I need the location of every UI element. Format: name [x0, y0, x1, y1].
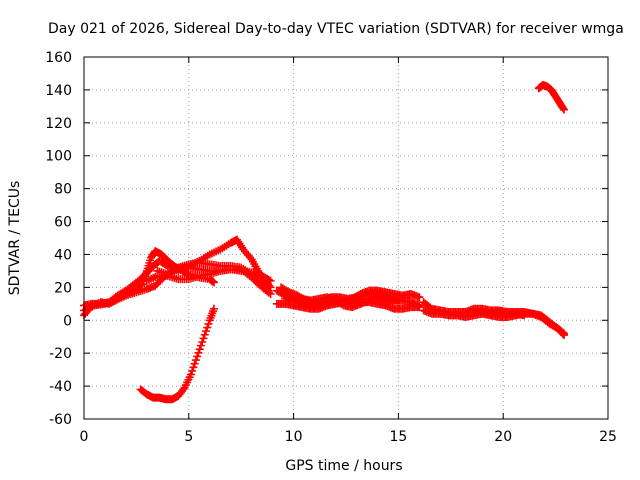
data-point: [558, 328, 567, 337]
x-tick-label: 20: [494, 429, 512, 445]
data-point: [194, 348, 203, 357]
data-point: [200, 330, 209, 339]
data-point: [196, 341, 205, 350]
y-tick-label: 120: [45, 116, 72, 132]
y-tick-label: 40: [54, 247, 72, 263]
series-track-e: [142, 265, 275, 298]
series-track-n: [534, 80, 568, 114]
series-track-j: [281, 293, 424, 312]
y-tick-label: -20: [49, 346, 72, 362]
data-point: [204, 319, 213, 328]
data-point: [209, 278, 218, 287]
data-point: [191, 356, 200, 365]
grid: [84, 57, 608, 419]
y-axis-label: SDTVAR / TECUs: [7, 181, 23, 296]
data-point: [193, 352, 202, 361]
data-point: [195, 345, 204, 354]
data-point: [520, 311, 529, 320]
data-point: [186, 370, 195, 379]
x-tick-label: 15: [389, 429, 407, 445]
data-point: [198, 337, 207, 346]
series-track-m: [469, 308, 529, 320]
y-tick-label: 0: [63, 313, 72, 329]
y-tick-label: 100: [45, 149, 72, 165]
data-point: [199, 334, 208, 343]
chart-title: Day 021 of 2026, Sidereal Day-to-day VTE…: [48, 21, 624, 37]
y-tick-label: 20: [54, 280, 72, 296]
data-point: [264, 288, 273, 297]
series-track-l: [419, 306, 568, 338]
data-point: [190, 359, 199, 368]
data-point: [415, 293, 424, 302]
x-tick-label: 0: [80, 429, 89, 445]
data-point: [189, 363, 198, 372]
data-point: [559, 105, 568, 114]
y-tick-label: 80: [54, 182, 72, 198]
data-point: [266, 276, 275, 285]
data-point: [559, 104, 568, 113]
x-tick-label: 5: [184, 429, 193, 445]
x-tick-label: 10: [285, 429, 303, 445]
data-points: [80, 80, 568, 404]
y-tick-label: -60: [49, 412, 72, 428]
data-point: [188, 366, 197, 375]
data-point: [203, 323, 212, 332]
data-point: [559, 329, 568, 338]
data-point: [201, 327, 210, 336]
data-point: [264, 275, 273, 284]
data-point: [266, 289, 275, 298]
y-tick-label: 140: [45, 83, 72, 99]
axis-ticks: 0 5 10 15 20 25 -60 -40 -20 0 20 40 60 80 100 120 140 160: [45, 50, 617, 445]
series-track-f: [136, 304, 218, 404]
x-tick-label: 25: [599, 429, 617, 445]
plot-frame: [83, 56, 609, 420]
y-tick-label: 160: [45, 50, 72, 66]
y-tick-label: 60: [54, 215, 72, 231]
data-point: [179, 385, 188, 394]
x-axis-label: GPS time / hours: [285, 458, 402, 474]
data-point: [209, 304, 218, 313]
y-tick-label: -40: [49, 379, 72, 395]
data-point: [415, 301, 424, 310]
